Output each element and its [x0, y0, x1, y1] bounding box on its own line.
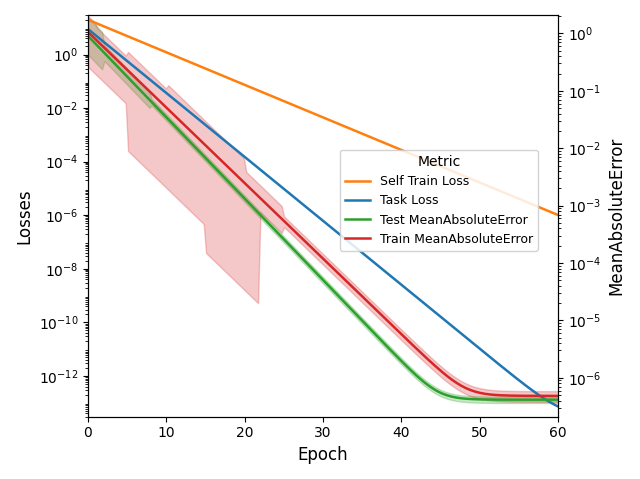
- Test MeanAbsoluteError: [209, 163, 217, 169]
- Self Train Loss: [103, 25, 111, 31]
- Self Train Loss: [531, 203, 538, 208]
- Test MeanAbsoluteError: [103, 53, 111, 58]
- Task Loss: [103, 42, 111, 47]
- Task Loss: [113, 49, 120, 55]
- Test MeanAbsoluteError: [514, 397, 522, 402]
- Task Loss: [514, 376, 522, 382]
- Task Loss: [209, 128, 217, 134]
- Train MeanAbsoluteError: [514, 393, 522, 399]
- Self Train Loss: [84, 17, 92, 23]
- Train MeanAbsoluteError: [531, 393, 538, 399]
- Train MeanAbsoluteError: [103, 47, 111, 53]
- Line: Self Train Loss: Self Train Loss: [88, 20, 558, 215]
- Line: Test MeanAbsoluteError: Test MeanAbsoluteError: [88, 36, 558, 399]
- Train MeanAbsoluteError: [113, 57, 120, 62]
- Self Train Loss: [514, 195, 522, 201]
- Y-axis label: Losses: Losses: [15, 188, 33, 244]
- Self Train Loss: [209, 69, 217, 75]
- Train MeanAbsoluteError: [209, 150, 217, 156]
- Test MeanAbsoluteError: [113, 62, 120, 68]
- Test MeanAbsoluteError: [554, 397, 562, 402]
- Task Loss: [531, 389, 538, 395]
- Task Loss: [84, 26, 92, 32]
- Test MeanAbsoluteError: [172, 124, 179, 129]
- Test MeanAbsoluteError: [531, 397, 538, 402]
- Train MeanAbsoluteError: [84, 29, 92, 35]
- Train MeanAbsoluteError: [172, 114, 179, 119]
- Task Loss: [554, 404, 562, 410]
- Task Loss: [172, 98, 179, 103]
- Legend: Self Train Loss, Task Loss, Test MeanAbsoluteError, Train MeanAbsoluteError: Self Train Loss, Task Loss, Test MeanAbs…: [340, 150, 538, 251]
- Line: Task Loss: Task Loss: [88, 29, 558, 407]
- X-axis label: Epoch: Epoch: [298, 446, 348, 464]
- Line: Train MeanAbsoluteError: Train MeanAbsoluteError: [88, 32, 558, 396]
- Train MeanAbsoluteError: [554, 393, 562, 399]
- Self Train Loss: [554, 212, 562, 218]
- Y-axis label: MeanAbsoluteError: MeanAbsoluteError: [607, 137, 625, 295]
- Self Train Loss: [113, 29, 120, 34]
- Test MeanAbsoluteError: [84, 33, 92, 39]
- Self Train Loss: [172, 53, 179, 59]
